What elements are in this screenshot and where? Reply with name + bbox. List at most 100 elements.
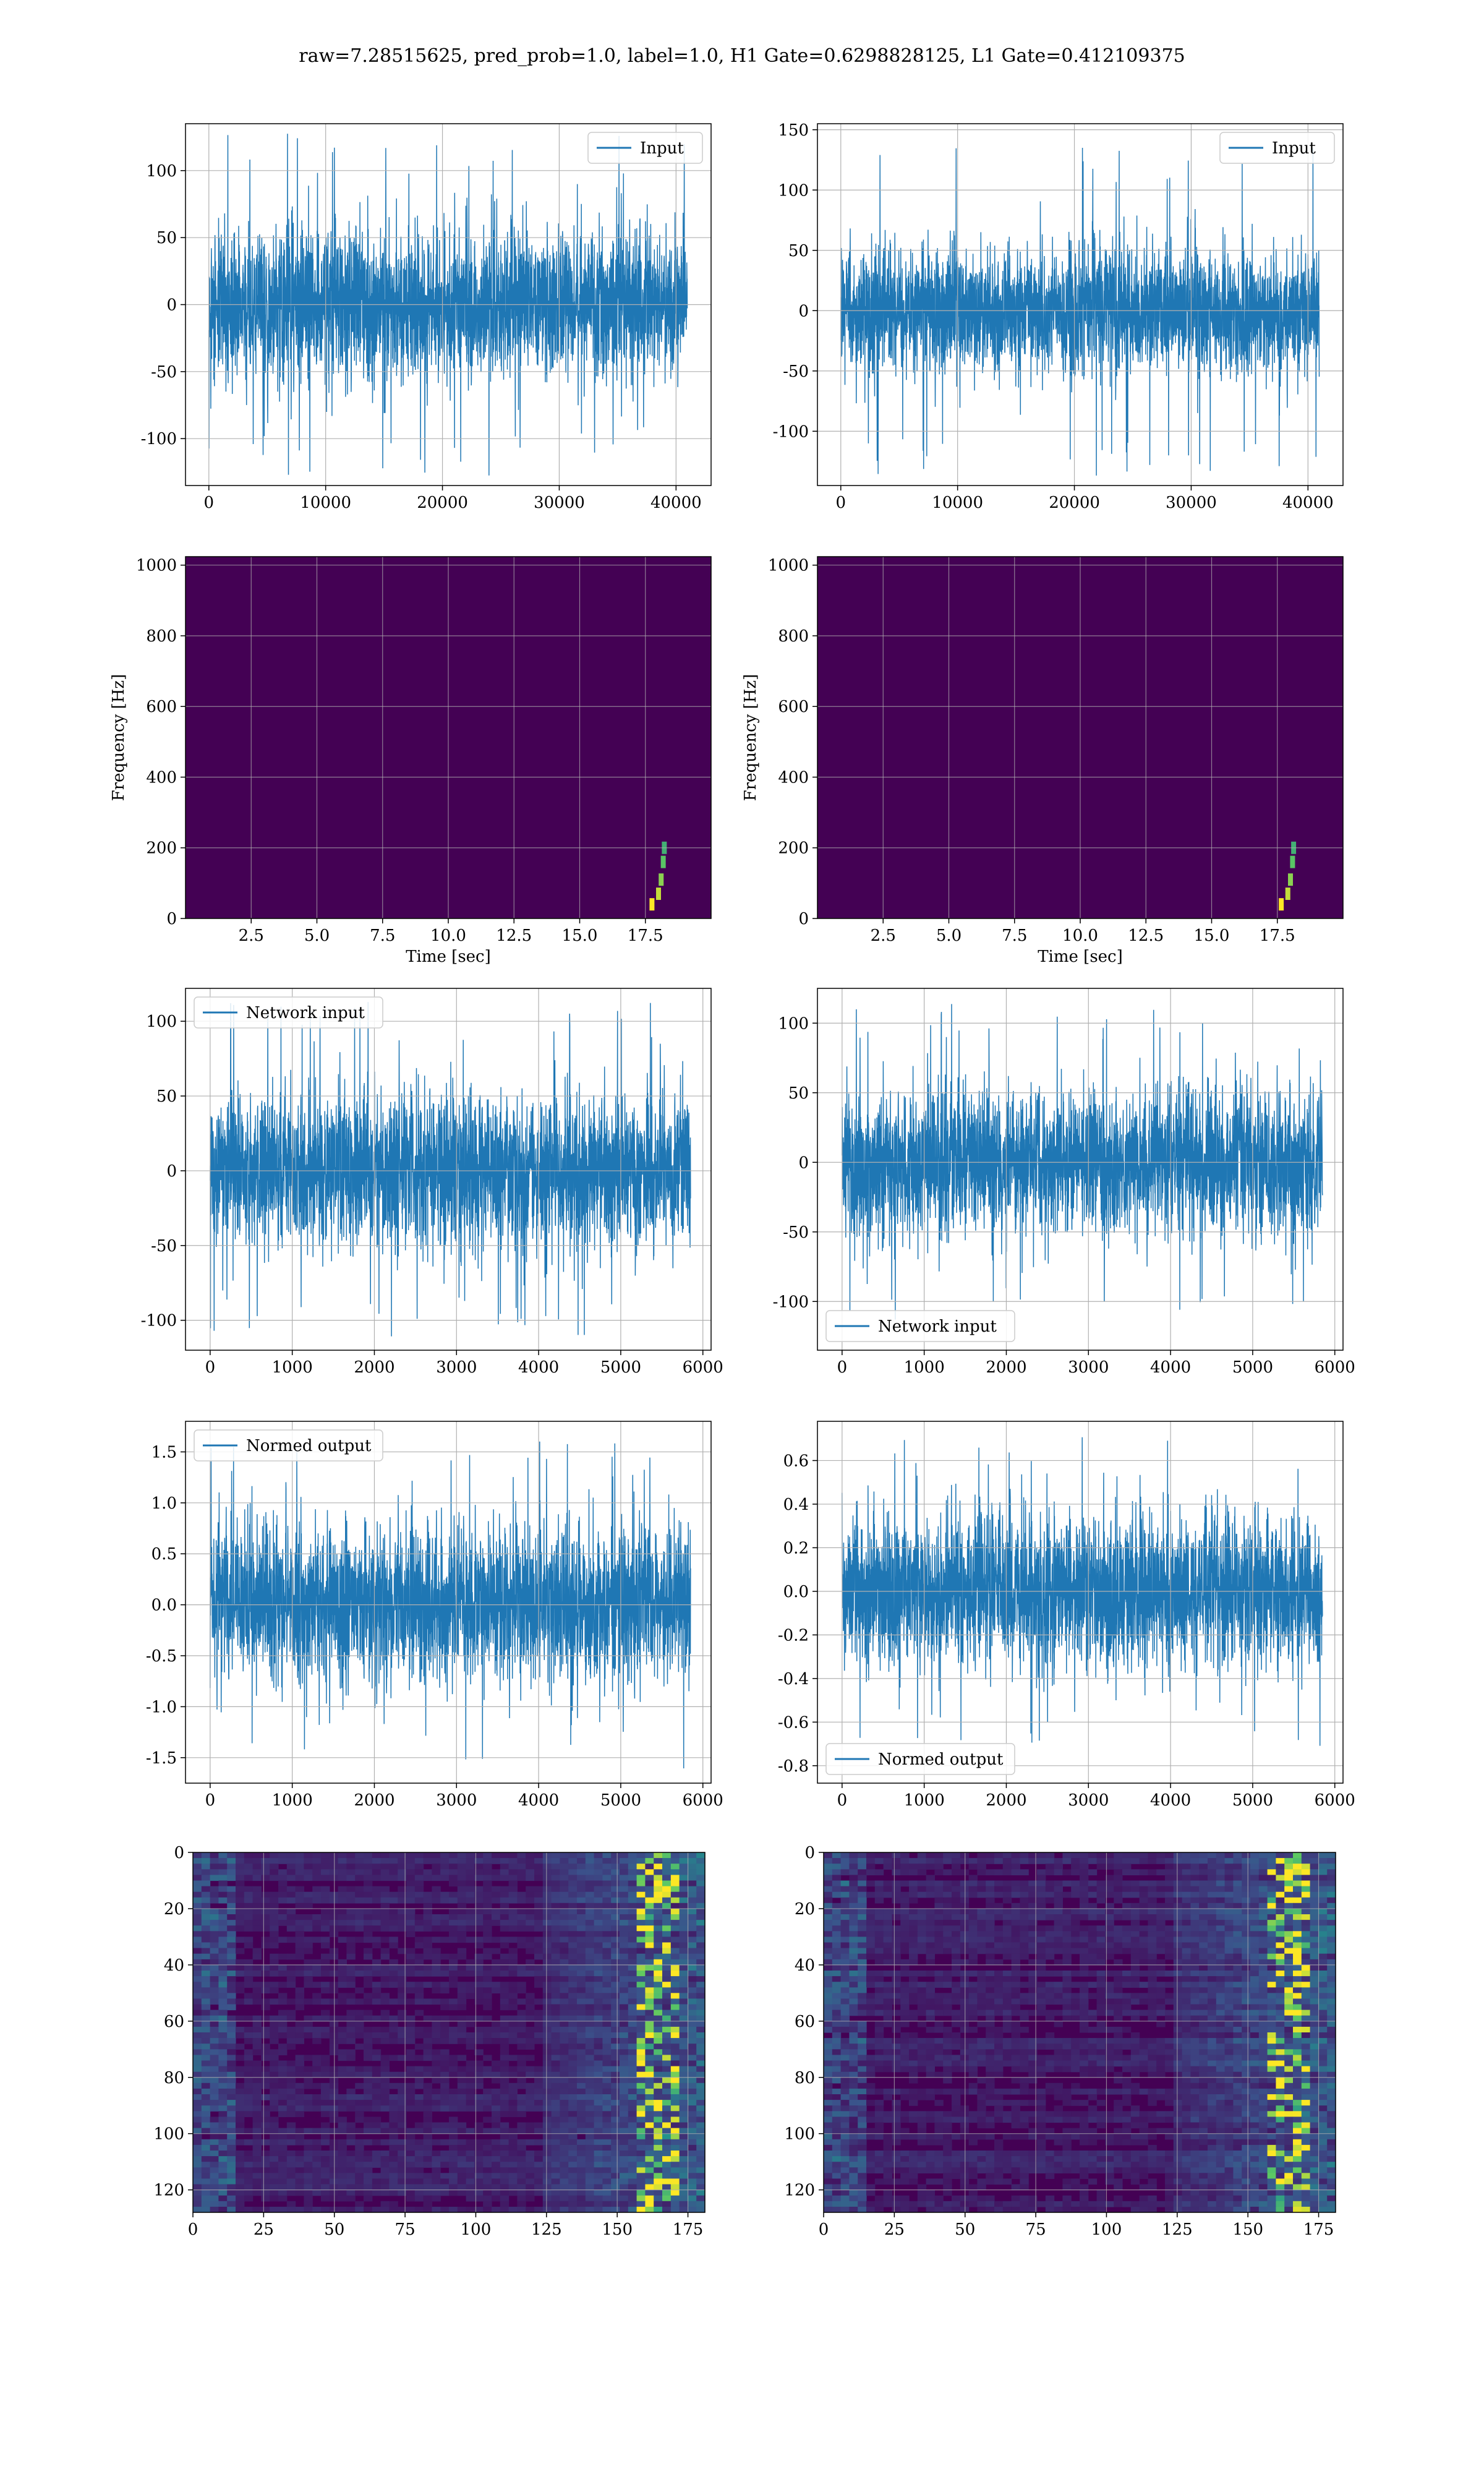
h1_spectrogram-xtick-label: 5.0 [304, 927, 330, 945]
l1_normed_output-ytick-label: 0.0 [783, 1583, 809, 1601]
h1_network_input-xtick-label: 6000 [683, 1358, 723, 1377]
l1_normed_output-grid [817, 1421, 1343, 1783]
h1_network_input-xtick-label: 0 [205, 1358, 216, 1377]
l1_network_input-xtick-label: 4000 [1150, 1358, 1191, 1377]
l1_spectrogram-xtick-label: 5.0 [936, 927, 962, 945]
l1_network_input-axes-frame [817, 988, 1344, 1351]
h1_feature_map-xtick-label: 50 [324, 2220, 344, 2239]
l1_normed_output-xtick-label: 3000 [1068, 1791, 1109, 1810]
l1_feature_map-ytick-label: 40 [795, 1956, 815, 1975]
l1_spectrogram-xtick-label: 7.5 [1002, 927, 1027, 945]
l1_input-legend-label: Input [1272, 139, 1316, 158]
l1_input-ytick-label: 50 [788, 242, 809, 260]
h1_feature_map-ytick-label: 20 [164, 1900, 184, 1919]
h1_input-xtick-label: 0 [204, 494, 215, 512]
l1_network_input-ytick-label: 100 [778, 1014, 809, 1033]
h1_normed_output-xtick-label: 6000 [683, 1791, 723, 1810]
l1_input-xtick-label: 0 [836, 494, 846, 512]
l1_spectrogram-ytick-label: 400 [778, 768, 809, 787]
h1_network_input-plot-area [186, 988, 711, 1350]
h1_feature_map-xtick-label: 125 [531, 2220, 562, 2239]
h1_input-panel: 0 10000 20000 30000 40000 -100 -50 0 50 100 Input [141, 123, 712, 512]
h1_normed_output-ytick-label: 0.5 [151, 1545, 177, 1564]
h1_input-ytick-label: 0 [166, 296, 177, 315]
l1_normed_output-legend: Normed output [825, 1743, 1015, 1775]
l1_normed_output-ytick-label: -0.4 [778, 1670, 809, 1689]
h1_spectrogram-panel: 2.5 5.0 7.5 10.0 12.5 15.0 17.5 0 200 400 600 800 10… [109, 556, 712, 966]
l1_feature_map-xtick-label: 75 [1026, 2220, 1046, 2239]
l1_input-xtick-label: 40000 [1282, 494, 1334, 512]
h1_input-legend-label: Input [640, 139, 684, 158]
h1_input-legend: Input [587, 132, 703, 164]
h1_spectrogram-xtick-label: 12.5 [496, 927, 532, 945]
h1_normed_output-plot-area [186, 1421, 711, 1783]
h1_normed_output-xtick-label: 1000 [272, 1791, 313, 1810]
l1_normed_output-xtick-label: 6000 [1315, 1791, 1355, 1810]
h1_input-ytick-label: -50 [151, 363, 177, 382]
h1_feature_map-ytick-label: 120 [153, 2181, 184, 2200]
l1_spectrogram-ylabel: Frequency [Hz] [741, 674, 760, 802]
l1_spectrogram-xtick-label: 2.5 [871, 927, 896, 945]
l1_normed_output-xtick-label: 2000 [986, 1791, 1026, 1810]
h1_feature_map-ytick-label: 80 [164, 2069, 184, 2087]
l1_input-ytick-label: -100 [773, 422, 809, 441]
l1_network_input-ytick-label: 0 [798, 1154, 809, 1172]
l1_network_input-series-line [842, 1004, 1323, 1320]
h1_network_input-ytick-label: -50 [151, 1237, 177, 1256]
l1_network_input-legend-label: Network input [878, 1317, 997, 1336]
h1_feature_map-xtick-label: 25 [254, 2220, 274, 2239]
h1_input-xtick-label: 30000 [534, 494, 585, 512]
h1_normed_output-ytick-label: 0.0 [151, 1596, 177, 1615]
h1_normed_output-grid [186, 1421, 711, 1783]
h1_spectrogram-xtick-label: 7.5 [370, 927, 395, 945]
h1_feature_map-ytick-label: 0 [174, 1844, 184, 1862]
l1_normed_output-panel: 0 1000 2000 3000 4000 5000 6000 -0.8 -0.6 -0.4 -0.… [778, 1421, 1355, 1810]
l1_spectrogram-xtick-label: 12.5 [1128, 927, 1164, 945]
h1_spectrogram-chirp-cell [656, 888, 661, 901]
h1_input-xtick-label: 40000 [650, 494, 702, 512]
l1_network_input-ytick-label: -50 [783, 1223, 809, 1242]
l1_network_input-panel: 0 1000 2000 3000 4000 5000 6000 -100 -50 0 50 100 Ne… [773, 988, 1355, 1377]
l1_input-ytick-label: 0 [798, 302, 809, 320]
h1_spectrogram-ytick-label: 200 [146, 839, 177, 858]
h1_network_input-xtick-label: 2000 [354, 1358, 394, 1377]
h1_network_input-legend-label: Network input [246, 1004, 365, 1022]
l1_input-xtick-label: 10000 [932, 494, 983, 512]
l1_feature_map-plot-area [824, 1852, 1336, 2212]
h1_network_input-xtick-label: 3000 [436, 1358, 477, 1377]
l1_spectrogram-ytick-label: 1000 [768, 557, 809, 575]
l1_feature_map-ytick-label: 0 [804, 1844, 815, 1862]
l1_normed_output-ytick-label: 0.6 [783, 1452, 809, 1470]
h1_normed_output-xtick-label: 4000 [518, 1791, 559, 1810]
l1_spectrogram-xtick-label: 15.0 [1194, 927, 1230, 945]
h1_feature_map-xtick-label: 175 [673, 2220, 704, 2239]
h1_network_input-ytick-label: 100 [146, 1012, 177, 1031]
l1_feature_map-ytick-label: 60 [795, 2013, 815, 2031]
h1_spectrogram-grid [186, 557, 711, 918]
h1_network_input-series-line [210, 1002, 691, 1337]
h1_spectrogram-chirp-cell [660, 855, 666, 868]
h1_network_input-grid [186, 988, 711, 1350]
l1_network_input-xtick-label: 3000 [1068, 1358, 1109, 1377]
h1_normed_output-legend-label: Normed output [246, 1437, 372, 1455]
h1_network_input-panel: 0 1000 2000 3000 4000 5000 6000 -100 -50 0 50 100 Ne… [141, 988, 723, 1377]
h1_spectrogram-ytick-label: 1000 [136, 557, 177, 575]
l1_input-ytick-label: 100 [778, 181, 809, 200]
h1_spectrogram-xtick-label: 2.5 [239, 927, 264, 945]
l1_normed_output-xtick-label: 0 [837, 1791, 848, 1810]
l1_feature_map-ytick-label: 100 [784, 2125, 815, 2144]
l1_input-xtick-label: 20000 [1049, 494, 1100, 512]
l1_normed_output-ytick-label: -0.6 [778, 1713, 809, 1732]
l1_spectrogram-ytick-label: 0 [798, 910, 809, 928]
h1_feature_map-ytick-label: 60 [164, 2013, 184, 2031]
l1_normed_output-ytick-label: -0.2 [778, 1626, 809, 1645]
l1_spectrogram-xlabel: Time [sec] [1038, 948, 1123, 966]
l1_spectrogram-plot-area [817, 557, 1343, 918]
h1_normed_output-ytick-label: 1.5 [151, 1443, 177, 1462]
h1_normed_output-ytick-label: -0.5 [146, 1647, 177, 1666]
l1_input-xtick-label: 30000 [1166, 494, 1217, 512]
h1_input-series-line [208, 134, 688, 476]
h1_network_input-axes-frame [185, 988, 712, 1351]
l1_spectrogram-chirp-cell [1285, 888, 1290, 901]
